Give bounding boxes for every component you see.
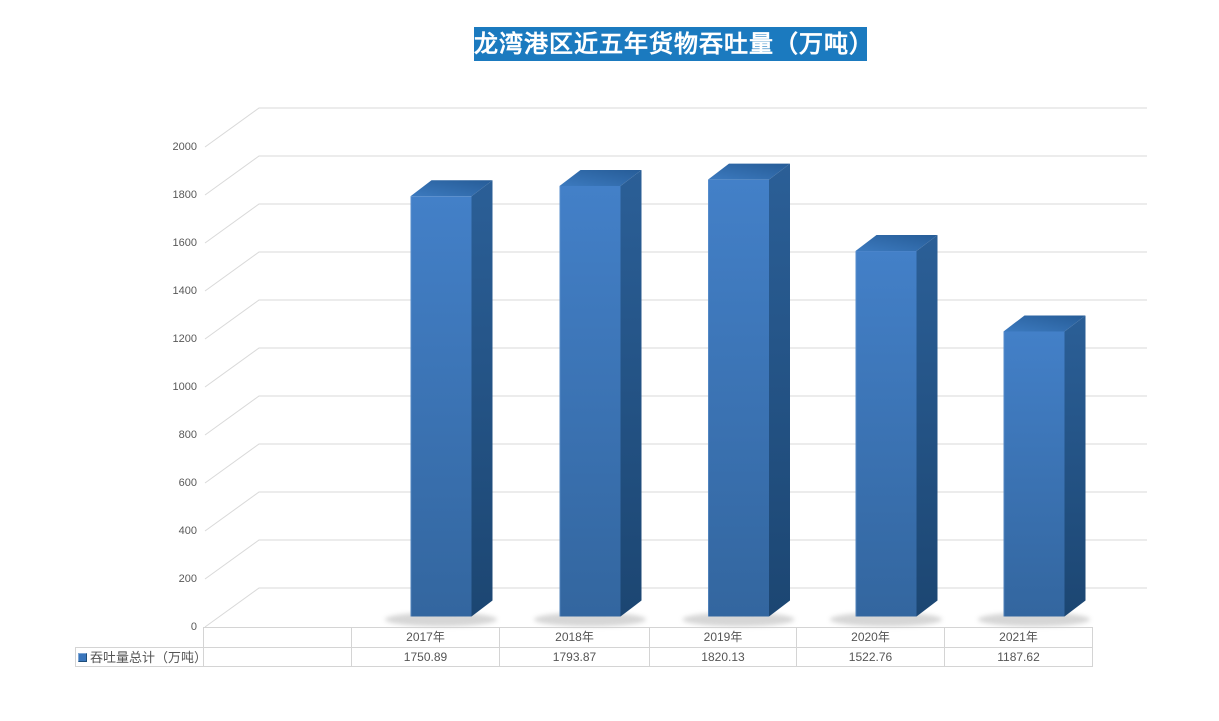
- gridline: [204, 491, 1147, 532]
- gridlines: [204, 107, 1147, 628]
- table-header-2021: 2021年: [945, 627, 1093, 647]
- gridline: [204, 203, 1147, 244]
- bar-top-face: [410, 180, 493, 197]
- bar-2017年: [385, 180, 497, 627]
- y-tick-label: 400: [178, 525, 197, 537]
- table-header-2020: 2020年: [797, 627, 945, 647]
- bar-front-face: [855, 251, 917, 617]
- bar-side-face: [620, 169, 642, 617]
- gridline: [204, 587, 1147, 628]
- gridline: [204, 443, 1147, 484]
- bar-front-face: [410, 196, 472, 617]
- table-value-2021: 1187.62: [945, 647, 1093, 667]
- gridline: [204, 107, 1147, 148]
- bar-front-face: [1003, 331, 1065, 617]
- bar-side-face: [916, 235, 938, 617]
- y-tick-label: 1200: [172, 333, 197, 345]
- gridline: [204, 347, 1147, 388]
- chart-title: 龙湾港区近五年货物吞吐量（万吨）: [474, 27, 873, 61]
- bars: [385, 163, 1090, 627]
- table-empty-cell: [203, 647, 352, 667]
- y-tick-label: 1400: [172, 285, 197, 297]
- series-legend-marker: [78, 652, 87, 662]
- table-header-2019: 2019年: [650, 627, 797, 647]
- series-legend-label: 吞吐量总计（万吨）: [90, 649, 203, 665]
- table-header-2018: 2018年: [500, 627, 650, 647]
- y-tick-label: 1600: [172, 237, 197, 249]
- gridline: [204, 299, 1147, 340]
- bar-2020年: [830, 235, 942, 627]
- table-value-2020: 1522.76: [797, 647, 945, 667]
- gridline: [204, 251, 1147, 292]
- bar-side-face: [471, 180, 493, 617]
- data-table: 2017年 2018年 2019年 2020年 2021年 吞吐量总计（万吨） …: [75, 627, 1093, 667]
- y-tick-label: 1800: [172, 189, 197, 201]
- y-tick-label: 2000: [172, 141, 197, 153]
- gridline: [204, 539, 1147, 580]
- legend-cell: 吞吐量总计（万吨）: [75, 647, 203, 667]
- table-value-2017: 1750.89: [352, 647, 500, 667]
- bar-2019年: [682, 163, 795, 627]
- table-value-2018: 1793.87: [500, 647, 650, 667]
- y-tick-label: 800: [178, 429, 197, 441]
- bar-side-face: [769, 163, 790, 617]
- table-header-2017: 2017年: [352, 627, 500, 647]
- bar-2021年: [978, 315, 1090, 627]
- bar-side-face: [1064, 315, 1086, 617]
- y-tick-label: 600: [178, 477, 197, 489]
- bar-front-face: [708, 179, 769, 617]
- bar-top-face: [1003, 315, 1086, 332]
- table-value-2019: 1820.13: [650, 647, 797, 667]
- bar-top-face: [855, 235, 938, 252]
- y-tick-label: 200: [178, 573, 197, 585]
- gridline: [204, 395, 1147, 436]
- gridline: [204, 155, 1147, 196]
- y-tick-label: 1000: [172, 381, 197, 393]
- bar-front-face: [559, 185, 621, 617]
- bar-top-face: [708, 163, 790, 180]
- y-tick-label: 0: [190, 621, 197, 633]
- bar-2018年: [534, 169, 646, 627]
- bar-top-face: [559, 169, 642, 186]
- table-corner-cell: [203, 627, 352, 647]
